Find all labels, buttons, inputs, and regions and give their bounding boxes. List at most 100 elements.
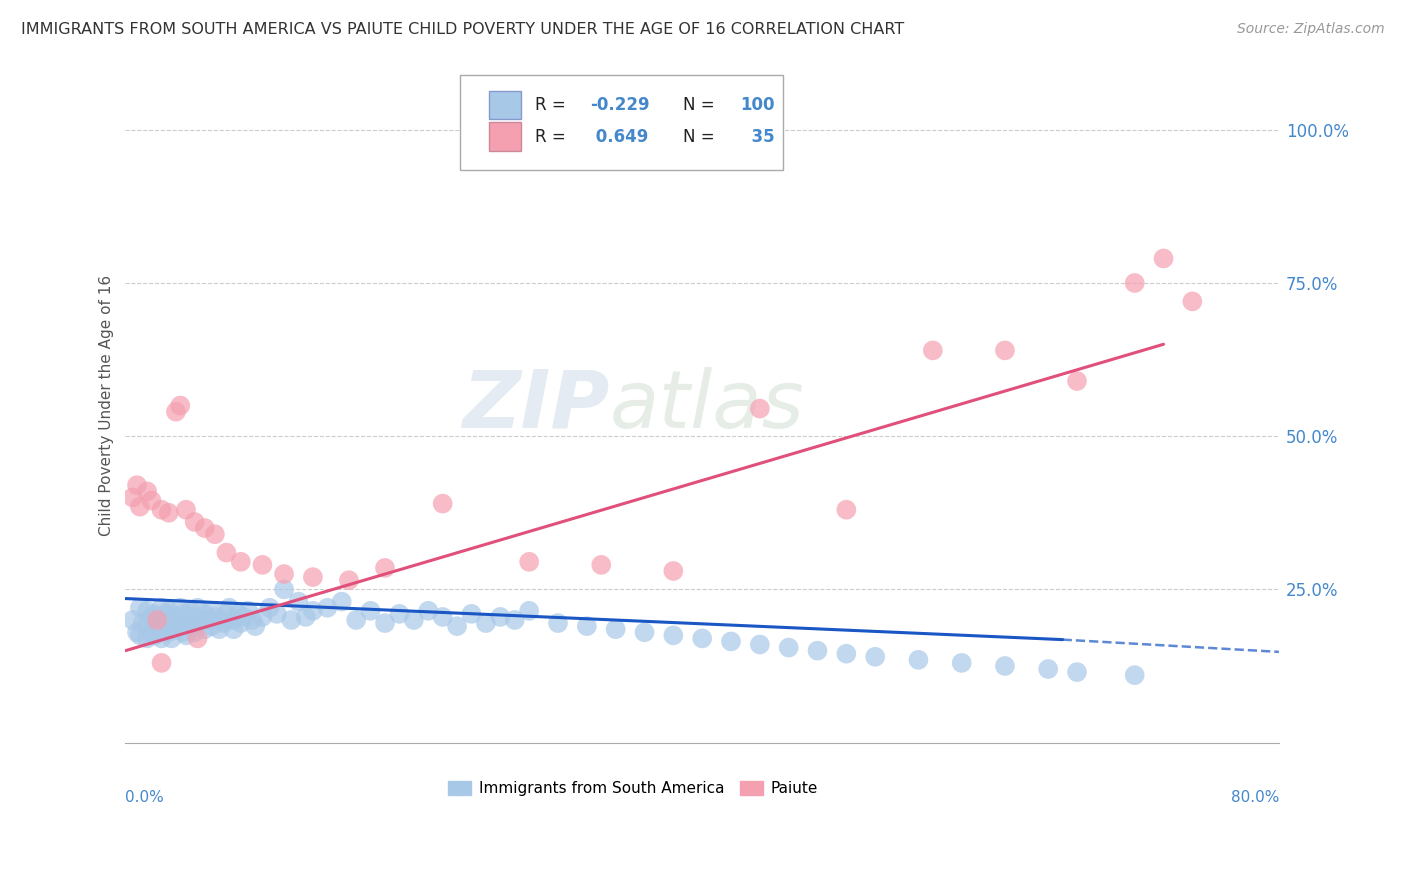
Y-axis label: Child Poverty Under the Age of 16: Child Poverty Under the Age of 16 — [100, 275, 114, 536]
Text: IMMIGRANTS FROM SOUTH AMERICA VS PAIUTE CHILD POVERTY UNDER THE AGE OF 16 CORREL: IMMIGRANTS FROM SOUTH AMERICA VS PAIUTE … — [21, 22, 904, 37]
Point — [475, 616, 498, 631]
Point — [273, 567, 295, 582]
Point — [633, 625, 655, 640]
Text: 0.649: 0.649 — [591, 128, 648, 145]
Point — [121, 613, 143, 627]
FancyBboxPatch shape — [460, 75, 783, 169]
Point — [218, 600, 240, 615]
Point — [165, 405, 187, 419]
Point — [1038, 662, 1060, 676]
Point — [921, 343, 943, 358]
Text: N =: N = — [682, 128, 714, 145]
Point — [169, 399, 191, 413]
Text: N =: N = — [682, 96, 714, 114]
Point — [201, 619, 224, 633]
Point — [259, 600, 281, 615]
Point — [418, 604, 440, 618]
Point — [337, 573, 360, 587]
Point — [183, 625, 205, 640]
Point — [150, 616, 173, 631]
Point — [160, 632, 183, 646]
Point — [778, 640, 800, 655]
FancyBboxPatch shape — [489, 91, 522, 119]
Point — [201, 604, 224, 618]
Point — [236, 604, 259, 618]
Point — [994, 659, 1017, 673]
Point — [460, 607, 482, 621]
Point — [547, 616, 569, 631]
Point — [194, 521, 217, 535]
Point — [302, 570, 325, 584]
Point — [294, 610, 316, 624]
Point — [187, 632, 209, 646]
Point — [183, 610, 205, 624]
Point — [128, 600, 150, 615]
Point — [174, 613, 197, 627]
Point — [591, 558, 613, 572]
Point — [125, 625, 148, 640]
Point — [266, 607, 288, 621]
Point — [136, 632, 159, 646]
Point — [136, 604, 159, 618]
Point — [489, 610, 512, 624]
Point — [160, 616, 183, 631]
Text: -0.229: -0.229 — [591, 96, 650, 114]
Point — [1066, 374, 1088, 388]
Point — [222, 622, 245, 636]
Point — [907, 653, 929, 667]
Point — [132, 616, 155, 631]
Point — [183, 515, 205, 529]
Point — [222, 613, 245, 627]
Point — [245, 619, 267, 633]
Point — [204, 527, 226, 541]
Point — [212, 616, 235, 631]
Point — [165, 610, 187, 624]
Point — [141, 610, 163, 624]
Text: R =: R = — [534, 96, 565, 114]
Point — [208, 613, 231, 627]
Point — [146, 622, 169, 636]
Point — [994, 343, 1017, 358]
Point — [150, 632, 173, 646]
Point — [187, 600, 209, 615]
Point — [150, 656, 173, 670]
Point — [232, 610, 254, 624]
Point — [172, 625, 194, 640]
Point — [198, 613, 221, 627]
Point — [374, 616, 396, 631]
Point — [240, 613, 263, 627]
Point — [165, 622, 187, 636]
Point — [143, 607, 166, 621]
Point — [179, 604, 201, 618]
Point — [690, 632, 713, 646]
Point — [190, 613, 212, 627]
Point — [1123, 276, 1146, 290]
Point — [136, 484, 159, 499]
Point — [1181, 294, 1204, 309]
Point — [179, 619, 201, 633]
Point — [215, 607, 238, 621]
Point — [204, 610, 226, 624]
Point — [720, 634, 742, 648]
Point — [1153, 252, 1175, 266]
Point — [517, 555, 540, 569]
Point — [330, 594, 353, 608]
Point — [146, 613, 169, 627]
Point — [575, 619, 598, 633]
Point — [605, 622, 627, 636]
Legend: Immigrants from South America, Paiute: Immigrants from South America, Paiute — [443, 775, 824, 802]
Point — [432, 610, 454, 624]
Point — [863, 649, 886, 664]
Point — [157, 625, 180, 640]
Point — [1066, 665, 1088, 679]
Point — [806, 643, 828, 657]
Point — [835, 502, 858, 516]
Point — [503, 613, 526, 627]
Point — [229, 555, 252, 569]
Point — [316, 600, 339, 615]
Point — [287, 594, 309, 608]
Point — [169, 616, 191, 631]
Point — [128, 500, 150, 514]
Point — [950, 656, 973, 670]
Point — [432, 497, 454, 511]
